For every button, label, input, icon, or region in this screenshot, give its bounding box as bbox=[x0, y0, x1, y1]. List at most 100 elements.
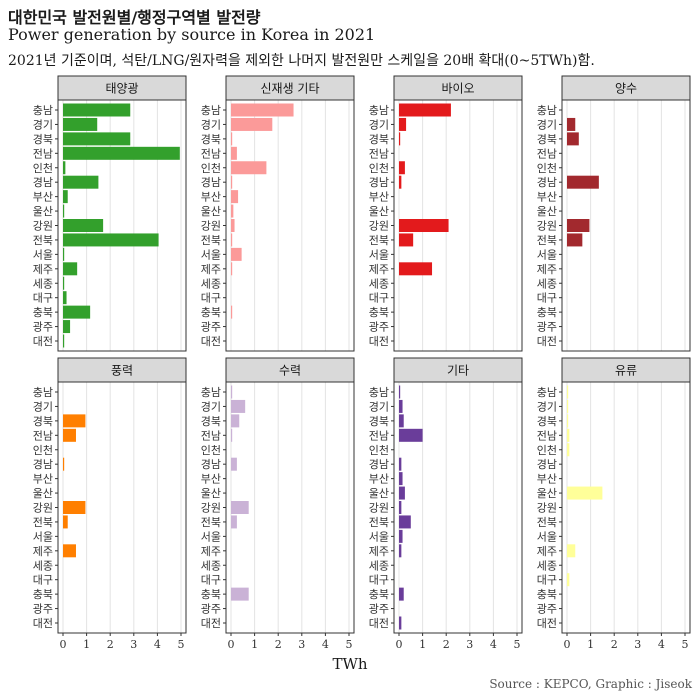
y-tick-label: 제주 bbox=[537, 545, 557, 558]
y-tick-label: 울산 bbox=[33, 487, 53, 500]
y-tick-label: 충남 bbox=[369, 104, 389, 117]
bar bbox=[231, 233, 233, 247]
bar bbox=[567, 132, 579, 146]
facet-panel bbox=[562, 382, 690, 633]
y-tick-label: 대전 bbox=[201, 617, 221, 630]
bar bbox=[63, 305, 91, 319]
bar bbox=[231, 103, 294, 117]
y-tick-label: 광주 bbox=[537, 321, 557, 334]
chart-subtitle: Power generation by source in Korea in 2… bbox=[8, 25, 376, 44]
bar bbox=[63, 117, 98, 131]
y-tick-label: 경남 bbox=[369, 176, 389, 189]
bar bbox=[399, 385, 401, 399]
y-tick-label: 경남 bbox=[201, 176, 221, 189]
x-tick-label: 2 bbox=[275, 638, 282, 651]
bar bbox=[567, 486, 603, 500]
y-tick-label: 경북 bbox=[537, 415, 557, 428]
bar bbox=[63, 291, 67, 305]
y-tick-label: 전남 bbox=[369, 147, 389, 160]
y-tick-label: 세종 bbox=[537, 277, 557, 290]
y-tick-label: 전남 bbox=[33, 429, 53, 442]
y-tick-label: 울산 bbox=[201, 487, 221, 500]
x-tick-label: 4 bbox=[658, 638, 665, 651]
y-tick-label: 전남 bbox=[369, 429, 389, 442]
y-tick-label: 강원 bbox=[537, 220, 557, 233]
bar bbox=[63, 501, 86, 514]
x-tick-label: 1 bbox=[587, 638, 594, 651]
y-tick-label: 전북 bbox=[201, 234, 221, 247]
facet-label: 바이오 bbox=[441, 82, 474, 96]
bar bbox=[63, 262, 78, 276]
y-tick-label: 전북 bbox=[537, 234, 557, 247]
bar bbox=[399, 414, 404, 428]
bar bbox=[63, 146, 180, 160]
y-tick-label: 경남 bbox=[537, 176, 557, 189]
y-tick-label: 경기 bbox=[201, 118, 221, 131]
y-tick-label: 울산 bbox=[201, 205, 221, 218]
y-tick-label: 세종 bbox=[201, 277, 221, 290]
x-tick-label: 5 bbox=[346, 638, 353, 651]
x-tick-label: 3 bbox=[466, 638, 473, 651]
y-tick-label: 강원 bbox=[369, 220, 389, 233]
y-tick-label: 부산 bbox=[201, 191, 221, 204]
y-tick-label: 광주 bbox=[369, 603, 389, 616]
y-tick-label: 충북 bbox=[369, 588, 389, 601]
bar bbox=[63, 219, 104, 232]
y-tick-label: 인천 bbox=[201, 161, 221, 175]
y-tick-label: 서울 bbox=[537, 248, 557, 261]
bar bbox=[231, 587, 249, 601]
bar bbox=[399, 472, 403, 486]
y-tick-label: 인천 bbox=[33, 443, 53, 457]
y-tick-label: 세종 bbox=[537, 559, 557, 572]
bar bbox=[231, 219, 235, 232]
bar bbox=[63, 161, 66, 175]
bar bbox=[399, 175, 402, 189]
y-tick-label: 대전 bbox=[33, 617, 53, 630]
y-tick-label: 울산 bbox=[537, 487, 557, 500]
bar bbox=[567, 233, 583, 247]
bar bbox=[399, 103, 451, 117]
bar bbox=[231, 399, 246, 413]
facet-strip bbox=[393, 357, 523, 383]
y-tick-label: 강원 bbox=[201, 502, 221, 515]
bar bbox=[63, 190, 68, 204]
bar bbox=[63, 204, 65, 218]
facet-strip bbox=[561, 357, 691, 383]
y-tick-label: 부산 bbox=[537, 191, 557, 204]
bar bbox=[231, 175, 233, 189]
x-tick-label: 1 bbox=[251, 638, 258, 651]
y-tick-label: 부산 bbox=[33, 191, 53, 204]
bar bbox=[399, 501, 402, 514]
y-tick-label: 경남 bbox=[33, 176, 53, 189]
y-tick-label: 광주 bbox=[537, 603, 557, 616]
bar bbox=[567, 428, 570, 442]
y-tick-label: 경기 bbox=[33, 118, 53, 131]
y-tick-label: 대구 bbox=[537, 292, 557, 305]
y-tick-label: 세종 bbox=[33, 559, 53, 572]
y-tick-label: 충남 bbox=[201, 104, 221, 117]
facet-strip bbox=[393, 75, 523, 101]
y-tick-label: 전남 bbox=[537, 147, 557, 160]
bar bbox=[399, 457, 402, 471]
y-tick-label: 충남 bbox=[537, 104, 557, 117]
y-tick-label: 대구 bbox=[369, 574, 389, 587]
y-tick-label: 울산 bbox=[537, 205, 557, 218]
y-tick-label: 제주 bbox=[369, 545, 389, 558]
bar bbox=[567, 385, 569, 399]
facet-panel bbox=[226, 100, 354, 351]
y-tick-label: 제주 bbox=[201, 263, 221, 276]
y-tick-label: 경북 bbox=[537, 133, 557, 146]
y-tick-label: 제주 bbox=[537, 263, 557, 276]
x-tick-label: 3 bbox=[130, 638, 137, 651]
y-tick-label: 경북 bbox=[201, 133, 221, 146]
y-tick-label: 제주 bbox=[33, 263, 53, 276]
y-tick-label: 충남 bbox=[369, 386, 389, 399]
y-tick-label: 강원 bbox=[33, 220, 53, 233]
bar bbox=[399, 219, 449, 232]
y-tick-label: 서울 bbox=[369, 530, 389, 543]
y-tick-label: 경기 bbox=[369, 400, 389, 413]
x-tick-label: 4 bbox=[322, 638, 329, 651]
bar bbox=[231, 414, 240, 428]
bar bbox=[63, 334, 65, 348]
bar bbox=[63, 247, 65, 261]
